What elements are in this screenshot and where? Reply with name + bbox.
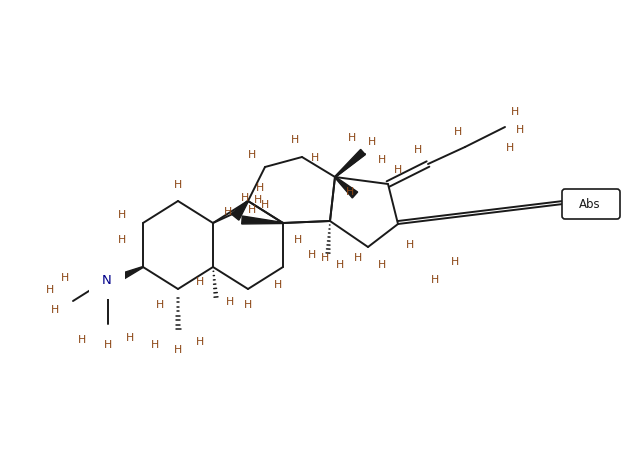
Text: H: H <box>311 152 319 163</box>
Text: H: H <box>354 253 362 262</box>
Text: H: H <box>274 279 282 290</box>
Text: H: H <box>256 183 264 193</box>
Text: H: H <box>378 259 386 269</box>
Text: H: H <box>46 285 54 295</box>
Text: H: H <box>294 235 302 244</box>
Text: H: H <box>51 304 59 314</box>
Text: H: H <box>308 249 316 259</box>
Text: H: H <box>291 135 299 145</box>
Polygon shape <box>110 267 143 285</box>
Text: H: H <box>118 235 126 244</box>
Text: H: H <box>241 193 249 202</box>
Text: H: H <box>414 145 422 155</box>
Text: H: H <box>244 299 252 309</box>
Text: H: H <box>378 155 386 165</box>
Text: H: H <box>454 127 462 137</box>
Text: N: N <box>102 273 112 286</box>
Text: H: H <box>151 339 159 349</box>
Text: H: H <box>451 257 459 267</box>
Text: H: H <box>196 276 204 286</box>
Text: H: H <box>321 253 329 262</box>
Text: H: H <box>368 137 376 147</box>
Text: H: H <box>261 199 269 210</box>
Polygon shape <box>335 150 365 178</box>
Text: H: H <box>224 207 232 216</box>
Text: H: H <box>248 150 256 160</box>
Polygon shape <box>231 201 249 221</box>
Text: H: H <box>226 296 234 306</box>
Text: H: H <box>174 179 182 189</box>
Polygon shape <box>242 216 283 225</box>
Text: H: H <box>126 332 134 342</box>
Text: H: H <box>61 272 69 282</box>
Text: H: H <box>506 143 514 152</box>
Text: H: H <box>511 107 519 117</box>
Text: H: H <box>254 194 262 205</box>
Text: H: H <box>394 165 402 175</box>
Polygon shape <box>335 177 358 198</box>
Text: H: H <box>196 336 204 346</box>
Text: H: H <box>346 187 354 197</box>
FancyBboxPatch shape <box>562 189 620 220</box>
Text: H: H <box>516 125 524 135</box>
Text: H: H <box>118 210 126 220</box>
Text: Abs: Abs <box>579 198 601 211</box>
Text: H: H <box>248 205 256 215</box>
Text: H: H <box>104 339 112 349</box>
Text: H: H <box>78 334 86 344</box>
Text: H: H <box>431 274 439 285</box>
Text: H: H <box>156 299 164 309</box>
Text: H: H <box>336 259 344 269</box>
Text: H: H <box>406 239 414 249</box>
Text: H: H <box>174 344 182 354</box>
Text: H: H <box>348 133 356 143</box>
